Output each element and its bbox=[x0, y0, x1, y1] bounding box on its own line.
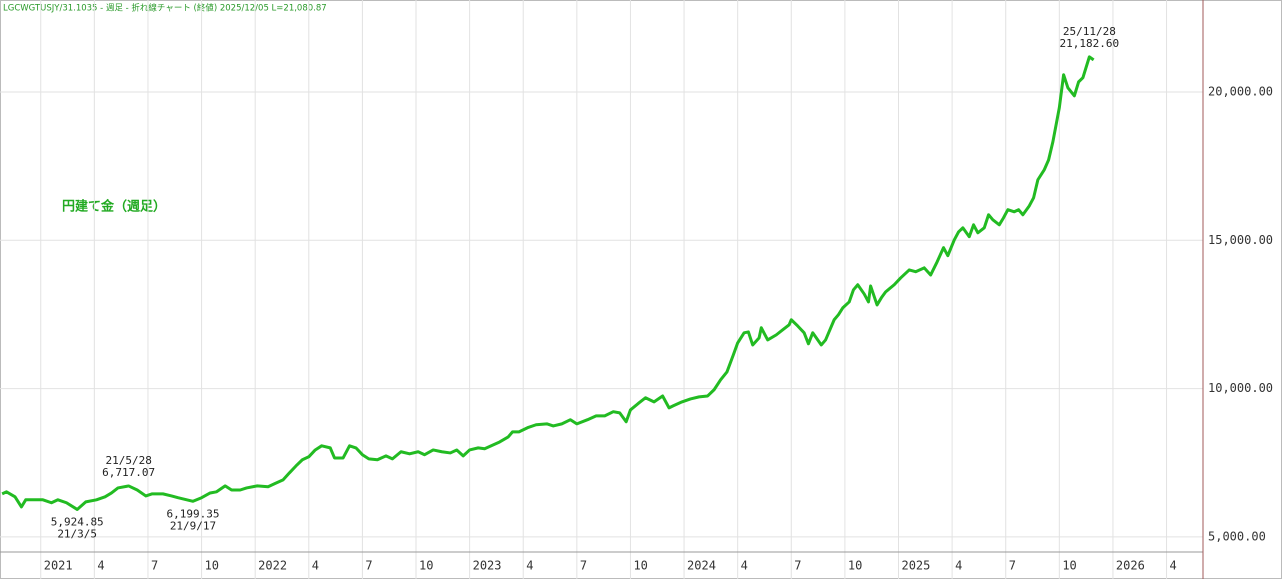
x-tick-label: 4 bbox=[312, 559, 319, 573]
x-tick-label: 2021 bbox=[44, 559, 73, 573]
annotation-date: 21/5/28 bbox=[105, 454, 151, 467]
annotation-value: 6,199.35 bbox=[167, 507, 220, 520]
x-tick-label: 4 bbox=[1170, 559, 1177, 573]
annotation-date: 21/3/5 bbox=[57, 527, 97, 540]
x-tick-label: 2024 bbox=[687, 559, 716, 573]
x-tick-label: 10 bbox=[205, 559, 219, 573]
x-tick-label: 7 bbox=[580, 559, 587, 573]
x-tick-label: 10 bbox=[1062, 559, 1076, 573]
x-tick-label: 10 bbox=[848, 559, 862, 573]
x-tick-label: 2023 bbox=[473, 559, 502, 573]
annotation-date: 21/9/17 bbox=[170, 519, 216, 532]
y-tick-label: 15,000.00 bbox=[1208, 233, 1273, 247]
x-tick-label: 7 bbox=[1009, 559, 1016, 573]
annotation-value: 5,924.85 bbox=[51, 515, 104, 528]
y-tick-label: 10,000.00 bbox=[1208, 381, 1273, 395]
x-tick-label: 10 bbox=[633, 559, 647, 573]
annotation-date: 25/11/28 bbox=[1063, 25, 1116, 38]
x-tick-label: 7 bbox=[365, 559, 372, 573]
chart-title: 円建て金（週足） bbox=[62, 199, 166, 215]
x-tick-label: 4 bbox=[97, 559, 104, 573]
x-tick-label: 10 bbox=[419, 559, 433, 573]
chart-header: LGCWGTUSJY/31.1035 - 週足 - 折れ線チャート (終値) 2… bbox=[3, 3, 327, 14]
x-tick-label: 2022 bbox=[258, 559, 287, 573]
x-tick-label: 7 bbox=[151, 559, 158, 573]
price-line bbox=[1, 55, 1095, 511]
x-tick-label: 2026 bbox=[1116, 559, 1145, 573]
x-tick-label: 4 bbox=[955, 559, 962, 573]
y-tick-label: 5,000.00 bbox=[1208, 529, 1266, 543]
x-tick-label: 7 bbox=[794, 559, 801, 573]
annotation-value: 21,182.60 bbox=[1060, 37, 1120, 50]
annotation-value: 6,717.07 bbox=[102, 466, 155, 479]
x-tick-label: 4 bbox=[741, 559, 748, 573]
x-tick-label: 2025 bbox=[901, 559, 930, 573]
y-tick-label: 20,000.00 bbox=[1208, 84, 1273, 98]
x-tick-label: 4 bbox=[526, 559, 533, 573]
